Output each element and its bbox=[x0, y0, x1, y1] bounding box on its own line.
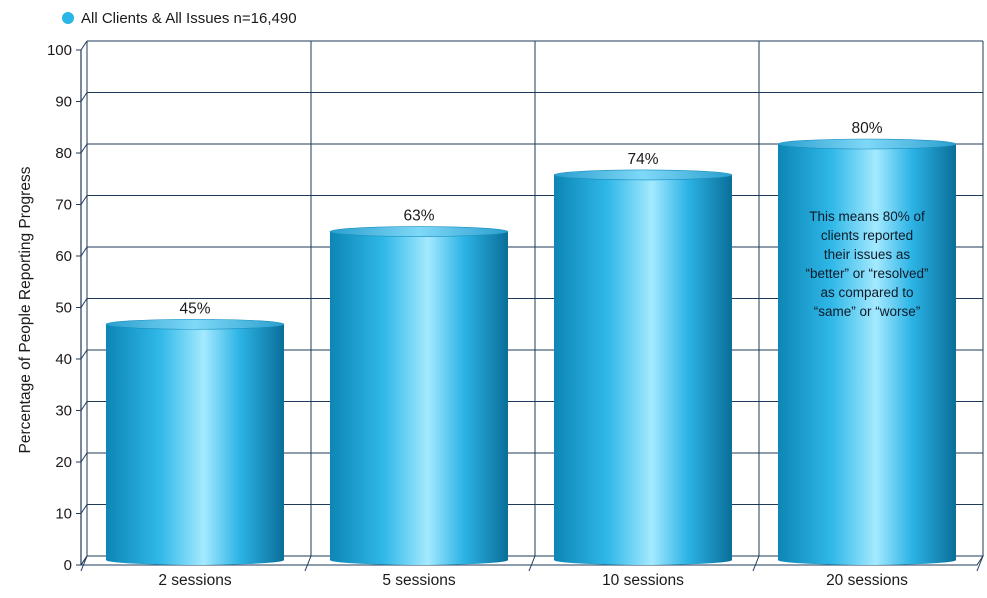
y-gridline-depth bbox=[80, 143, 88, 154]
y-gridline-depth bbox=[80, 452, 88, 463]
bar-annotation: This means 80% of clients reported their i… bbox=[805, 209, 928, 319]
y-tick-label: 20 bbox=[55, 454, 72, 471]
bar-top-cap bbox=[553, 169, 733, 181]
annotation-line: clients reported bbox=[821, 228, 913, 243]
data-label: 63% bbox=[403, 208, 434, 225]
data-label: 80% bbox=[851, 120, 882, 137]
labels-layer: 45% 2 sessions 63% 5 sessions 74% 10 sessions… bbox=[158, 120, 908, 589]
y-tick-label: 60 bbox=[55, 248, 72, 265]
y-gridline-depth bbox=[80, 349, 88, 360]
bar-body bbox=[778, 144, 956, 565]
y-tick-label: 80 bbox=[55, 145, 72, 162]
y-gridline-depth bbox=[80, 298, 88, 308]
y-gridline-depth bbox=[80, 40, 88, 51]
y-gridline-depth bbox=[80, 246, 88, 257]
x-tick-mark bbox=[528, 555, 536, 572]
y-gridline-depth bbox=[80, 92, 88, 102]
y-tick-label: 100 bbox=[47, 42, 72, 59]
y-tick-label: 10 bbox=[55, 506, 72, 523]
y-tick-label: 50 bbox=[55, 300, 72, 317]
y-tick-label: 90 bbox=[55, 94, 72, 111]
bar-body bbox=[106, 324, 284, 565]
bar-top-cap bbox=[777, 138, 957, 150]
annotation-line: their issues as bbox=[824, 247, 911, 262]
y-tick-label: 40 bbox=[55, 351, 72, 368]
x-tick-label: 5 sessions bbox=[382, 572, 455, 589]
bar-top-cap bbox=[329, 226, 509, 237]
y-gridline-depth bbox=[80, 401, 88, 411]
data-label: 74% bbox=[627, 151, 658, 168]
y-axis-title: Percentage of People Reporting Progress bbox=[17, 166, 34, 453]
annotation-layer: This means 80% of clients reported their i… bbox=[805, 209, 928, 319]
y-tick-label: 30 bbox=[55, 403, 72, 420]
bar bbox=[777, 138, 957, 565]
legend: All Clients & All Issues n=16,490 bbox=[62, 10, 297, 27]
x-tick-label: 10 sessions bbox=[602, 572, 684, 589]
x-tick-mark bbox=[976, 555, 984, 572]
bar-body bbox=[554, 174, 732, 565]
bar bbox=[553, 169, 733, 565]
x-tick-label: 20 sessions bbox=[826, 572, 908, 589]
annotation-line: “same” or “worse” bbox=[814, 304, 921, 319]
bars-layer bbox=[105, 138, 957, 566]
y-tick-label: 0 bbox=[64, 557, 72, 574]
x-tick-mark bbox=[304, 555, 312, 572]
bar bbox=[105, 318, 285, 565]
bar bbox=[329, 226, 509, 566]
x-tick-label: 2 sessions bbox=[158, 572, 231, 589]
annotation-line: This means 80% of bbox=[809, 209, 925, 224]
bar-body bbox=[330, 231, 508, 566]
bar-top-cap bbox=[105, 318, 285, 330]
annotation-line: as compared to bbox=[820, 285, 913, 300]
y-tick-label: 70 bbox=[55, 197, 72, 214]
x-tick-mark bbox=[80, 555, 88, 572]
legend-label: All Clients & All Issues n=16,490 bbox=[81, 10, 297, 27]
annotation-line: “better” or “resolved” bbox=[805, 266, 928, 281]
y-gridline-depth bbox=[80, 195, 88, 205]
legend-marker bbox=[62, 12, 74, 24]
x-tick-mark bbox=[752, 555, 760, 572]
data-label: 45% bbox=[179, 300, 210, 317]
y-gridline-depth bbox=[80, 504, 88, 514]
